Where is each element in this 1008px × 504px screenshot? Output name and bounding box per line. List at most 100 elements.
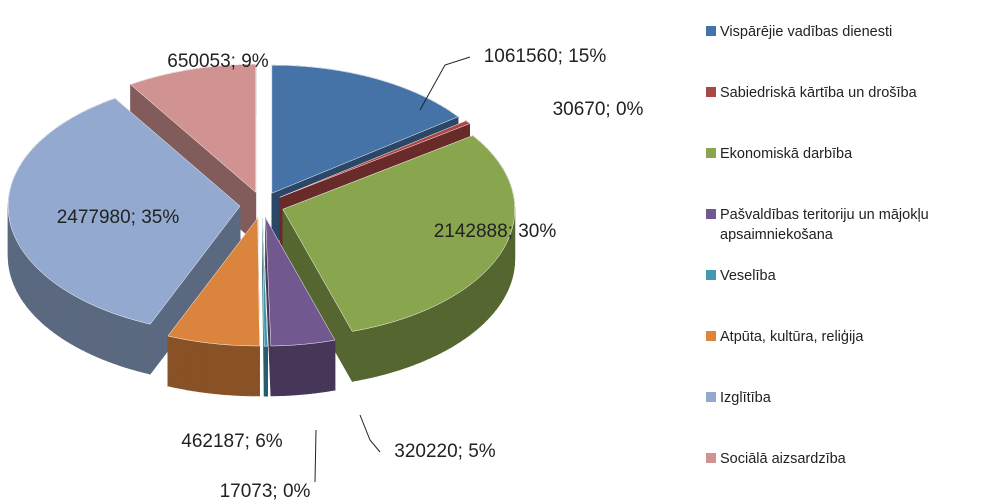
side-face xyxy=(396,318,403,372)
side-face xyxy=(45,275,50,330)
side-face xyxy=(315,341,323,394)
data-label: 1061560; 15% xyxy=(484,46,607,67)
side-face xyxy=(143,322,151,375)
side-face xyxy=(390,320,397,374)
side-face xyxy=(296,343,304,396)
leader-line xyxy=(419,56,471,111)
side-face xyxy=(96,306,103,360)
legend-swatch xyxy=(706,270,716,280)
side-face xyxy=(490,261,494,318)
slice-tops xyxy=(7,64,516,347)
side-face xyxy=(205,342,214,394)
side-face xyxy=(483,268,488,324)
slice xyxy=(262,218,268,347)
side-face xyxy=(358,328,366,381)
side-face xyxy=(468,282,474,337)
side-face xyxy=(199,341,207,394)
legend-item: Atpūta, kultūra, reliģija xyxy=(706,327,1006,388)
side-face xyxy=(480,272,485,327)
side-face xyxy=(80,298,87,353)
slice xyxy=(7,98,241,325)
side-face xyxy=(496,254,500,311)
data-label: 320220; 5% xyxy=(394,441,496,462)
legend-label: Veselība xyxy=(720,268,776,284)
legend-label: Atpūta, kultūra, reliģija xyxy=(720,329,864,345)
side-face xyxy=(107,310,114,364)
side-face xyxy=(53,281,59,336)
side-face xyxy=(239,345,247,397)
side-face xyxy=(119,315,126,368)
side-face xyxy=(364,327,373,380)
side-face xyxy=(435,302,442,356)
side-face xyxy=(225,344,234,396)
data-label: 650053; 9% xyxy=(167,51,269,72)
side-face xyxy=(102,308,109,362)
slice xyxy=(167,217,260,347)
legend-item: Sabiedriskā kārtība un drošība xyxy=(706,83,1006,144)
legend-label: Sabiedriskā kārtība un drošība xyxy=(720,85,917,101)
slice xyxy=(279,120,471,198)
side-face xyxy=(328,339,336,392)
side-face xyxy=(445,296,452,351)
legend-item: Sociālā aizsardzība xyxy=(706,449,1006,504)
side-face xyxy=(245,345,254,397)
side-face xyxy=(125,317,132,370)
legend-swatch xyxy=(706,453,716,463)
side-face xyxy=(498,251,502,307)
side-face xyxy=(28,258,33,314)
side-face xyxy=(493,258,497,314)
side-face xyxy=(252,345,260,397)
side-face xyxy=(212,343,220,395)
side-face xyxy=(377,323,385,377)
legend-swatch xyxy=(706,148,716,158)
legend-label: Ekonomiskā darbība xyxy=(720,146,853,162)
side-face xyxy=(91,303,98,358)
slice xyxy=(271,64,459,194)
legend-label: Pašvaldības teritoriju un mājokļu apsaim… xyxy=(720,207,929,243)
legend-item: Pašvaldības teritoriju un mājokļu apsaim… xyxy=(706,205,1006,266)
side-face xyxy=(283,344,291,396)
side-face xyxy=(41,272,47,327)
legend-label: Izglītība xyxy=(720,390,771,406)
side-face xyxy=(277,345,285,397)
side-face xyxy=(459,288,465,343)
legend-swatch xyxy=(706,87,716,97)
side-face xyxy=(322,340,330,393)
side-face xyxy=(413,312,421,366)
side-face xyxy=(66,290,72,345)
data-label: 2477980; 35% xyxy=(57,207,180,228)
side-face xyxy=(302,343,310,395)
side-face xyxy=(384,322,391,375)
side-face xyxy=(219,343,227,396)
side-face xyxy=(309,342,317,395)
side-face xyxy=(232,344,240,396)
side-face xyxy=(270,345,278,397)
side-face xyxy=(402,316,409,370)
slice xyxy=(282,135,516,332)
side-face xyxy=(487,265,491,321)
legend-swatch xyxy=(706,26,716,36)
side-face xyxy=(430,304,437,359)
side-face xyxy=(131,318,138,372)
side-face xyxy=(501,247,504,304)
side-face xyxy=(113,313,120,366)
side-face xyxy=(450,294,457,348)
side-face xyxy=(26,255,30,311)
legend-item: Izglītība xyxy=(706,388,1006,449)
legend-item: Ekonomiskā darbība xyxy=(706,144,1006,205)
legend: Vispārējie vadības dienesti Sabiedriskā k… xyxy=(706,22,1006,504)
side-face xyxy=(464,285,470,340)
legend-item: Vispārējie vadības dienesti xyxy=(706,22,1006,83)
side-face xyxy=(440,299,447,354)
side-face xyxy=(18,244,22,300)
leader-line xyxy=(359,414,381,453)
leader-line xyxy=(314,429,317,483)
side-face xyxy=(425,307,432,361)
side-face xyxy=(16,241,20,296)
side-face xyxy=(71,293,77,348)
side-face xyxy=(38,268,43,324)
side-face xyxy=(61,287,67,342)
data-label: 30670; 0% xyxy=(553,99,644,120)
data-label: 17073; 0% xyxy=(220,481,311,502)
